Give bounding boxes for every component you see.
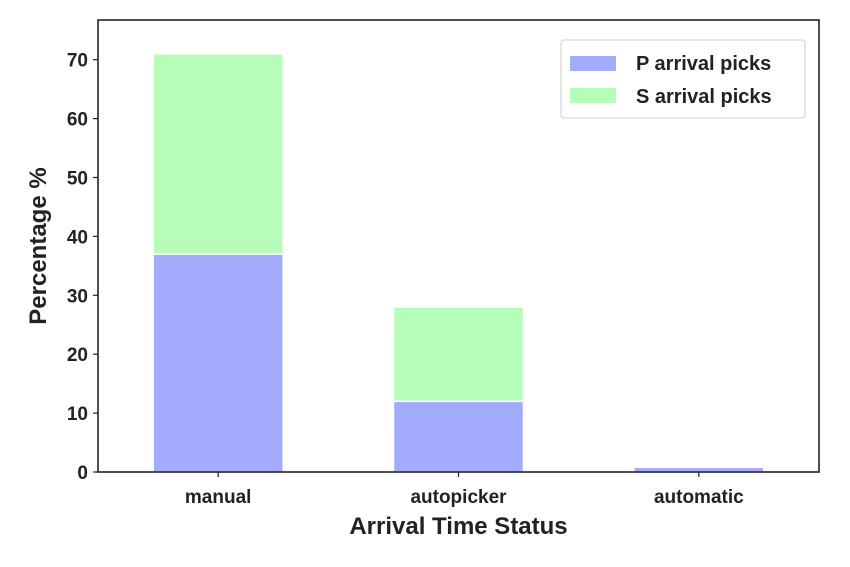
bar-autopicker-p — [392, 400, 525, 473]
y-axis-ticks: 0 10 20 30 40 50 60 70 — [67, 51, 98, 484]
y-axis-label: Percentage % — [25, 167, 52, 324]
y-tick-label: 70 — [67, 51, 88, 72]
y-tick-label: 0 — [77, 463, 88, 484]
y-tick-label: 60 — [67, 110, 88, 131]
legend-box — [560, 39, 806, 119]
x-axis-label: Arrival Time Status — [349, 513, 567, 540]
x-axis-ticks: manual autopicker automatic — [185, 472, 744, 508]
bar-manual-p — [152, 253, 284, 473]
y-tick-label: 40 — [67, 227, 88, 248]
bar-manual-s — [152, 53, 284, 255]
y-tick-label: 50 — [67, 169, 88, 190]
x-tick-label: manual — [185, 487, 252, 508]
legend-swatch-p — [570, 56, 616, 71]
bars-layer — [152, 53, 765, 473]
legend: P arrival picks S arrival picks — [560, 39, 806, 119]
legend-label-s: S arrival picks — [636, 86, 772, 108]
legend-label-p: P arrival picks — [636, 53, 771, 75]
legend-swatch-s — [570, 88, 616, 103]
y-tick-label: 30 — [67, 286, 88, 307]
x-tick-label: autopicker — [410, 487, 507, 508]
y-tick-label: 20 — [67, 345, 88, 366]
y-tick-label: 10 — [67, 404, 88, 425]
bar-autopicker-s — [392, 306, 525, 403]
x-tick-label: automatic — [654, 487, 744, 508]
